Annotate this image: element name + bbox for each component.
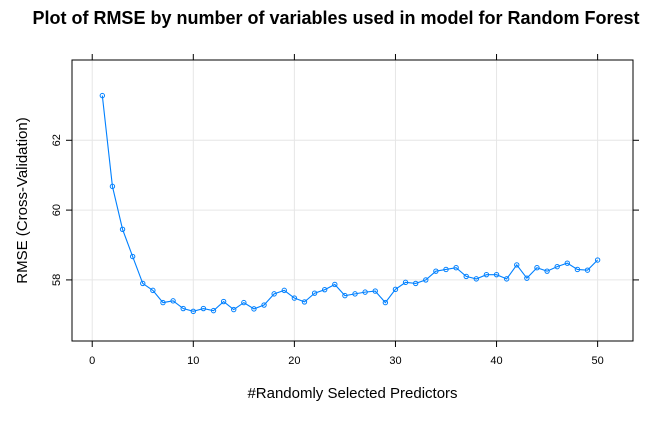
data-point xyxy=(261,302,267,308)
data-point xyxy=(311,290,318,296)
data-point xyxy=(433,268,439,274)
data-point xyxy=(231,306,237,313)
data-point xyxy=(392,286,399,293)
data-point xyxy=(190,308,196,315)
y-tick-label: 62 xyxy=(51,134,63,146)
data-point xyxy=(109,183,116,190)
data-point xyxy=(332,281,338,288)
y-tick-label: 60 xyxy=(51,204,63,216)
data-point xyxy=(129,253,136,260)
data-point xyxy=(453,264,459,271)
data-point xyxy=(503,276,510,282)
data-point xyxy=(463,273,469,280)
y-axis-label: RMSE (Cross-Validation) xyxy=(14,117,31,283)
x-tick-label: 0 xyxy=(89,355,95,367)
data-point xyxy=(514,262,520,268)
data-point xyxy=(382,299,389,306)
data-point xyxy=(322,286,328,293)
data-point xyxy=(544,268,550,274)
data-point xyxy=(534,264,540,271)
data-point xyxy=(524,275,530,281)
data-point xyxy=(402,279,409,286)
x-tick-label: 50 xyxy=(591,355,603,367)
x-tick-label: 40 xyxy=(490,355,502,367)
data-point xyxy=(473,276,480,282)
y-tick-label: 58 xyxy=(51,274,63,286)
data-point xyxy=(281,287,287,294)
data-point xyxy=(574,266,581,273)
data-point xyxy=(342,292,348,299)
data-points xyxy=(99,92,601,315)
x-tick-label: 30 xyxy=(389,355,401,367)
data-point xyxy=(251,306,257,312)
grid xyxy=(72,60,633,341)
series-line xyxy=(101,95,599,312)
data-point xyxy=(241,299,247,306)
data-point xyxy=(564,260,570,266)
data-point xyxy=(362,289,368,295)
data-point xyxy=(180,305,186,312)
data-point xyxy=(493,271,500,278)
data-point xyxy=(140,280,146,287)
data-point xyxy=(210,307,217,314)
data-point xyxy=(423,277,429,283)
data-point xyxy=(352,291,358,297)
data-point xyxy=(99,92,106,99)
data-point xyxy=(301,299,308,305)
data-point xyxy=(483,271,490,278)
chart-title: Plot of RMSE by number of variables used… xyxy=(32,8,639,28)
data-point xyxy=(150,287,156,294)
data-point xyxy=(220,298,227,305)
x-tick-label: 20 xyxy=(288,355,300,367)
axes: 0 10 20 30 40 50 58 60 62 xyxy=(51,54,639,367)
data-point xyxy=(271,291,277,297)
data-point xyxy=(584,267,591,273)
data-point xyxy=(160,299,166,306)
x-axis-label: #Randomly Selected Predictors xyxy=(247,385,457,402)
data-point xyxy=(372,288,378,294)
data-point xyxy=(554,263,560,270)
plot-frame xyxy=(71,59,634,342)
data-point xyxy=(170,298,176,304)
data-point xyxy=(291,295,298,301)
data-point xyxy=(412,280,419,287)
data-point xyxy=(200,305,207,312)
x-tick-label: 10 xyxy=(187,355,199,367)
data-point xyxy=(594,257,601,263)
data-point xyxy=(119,226,126,232)
data-point xyxy=(443,266,449,273)
